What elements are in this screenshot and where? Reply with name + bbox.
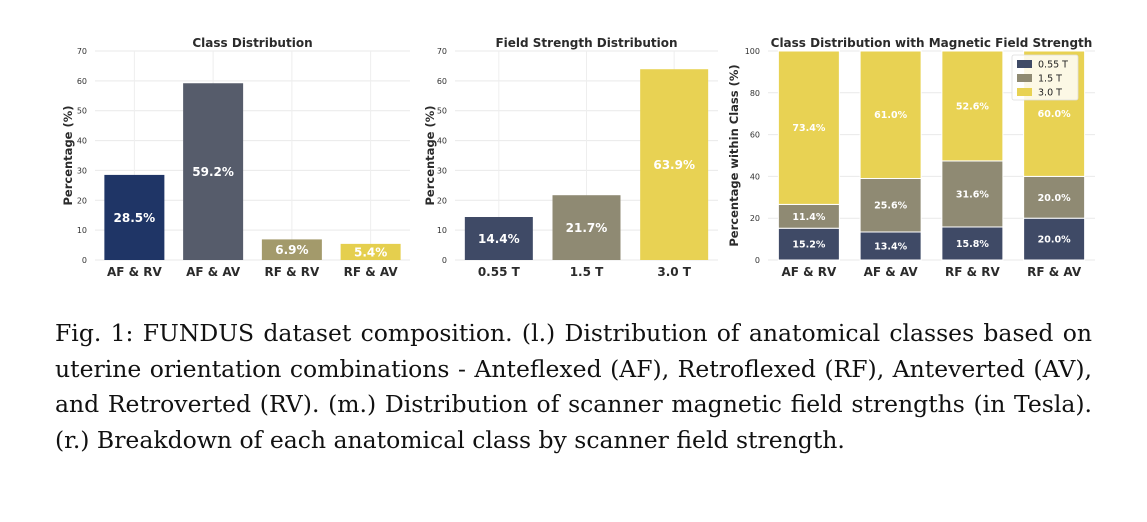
y-tick-label: 10 (437, 226, 447, 235)
y-tick-label: 70 (77, 47, 87, 56)
stacked-bar-segment (859, 231, 922, 261)
legend-swatch (1017, 74, 1032, 82)
bar-value-label: 13.4% (874, 241, 907, 252)
panel-title: Class Distribution with Magnetic Field S… (771, 36, 1093, 50)
y-tick-label: 40 (437, 137, 447, 146)
y-tick-label: 100 (745, 47, 760, 56)
legend-swatch (1017, 88, 1032, 96)
y-tick-label: 0 (442, 256, 447, 265)
y-tick-label: 0 (755, 256, 760, 265)
y-tick-label: 30 (437, 166, 447, 175)
y-tick-label: 50 (437, 107, 447, 116)
stacked-bar-segment (1023, 217, 1086, 261)
y-tick-label: 0 (82, 256, 87, 265)
bar (261, 239, 322, 260)
bar-value-label: 59.2% (192, 165, 234, 179)
bar-value-label: 14.4% (478, 232, 520, 246)
bar (464, 217, 533, 260)
bar (104, 174, 165, 260)
stacked-bar-segment (1023, 175, 1086, 219)
bar (183, 83, 244, 260)
stacked-bar-segment (777, 227, 840, 261)
figure-panels: Class Distribution 0 10 20 30 40 50 60 70 Percent… (61, 36, 1095, 279)
stacked-bar-segment (941, 226, 1004, 261)
y-tick-label: 20 (77, 196, 87, 205)
bar-value-label: 28.5% (114, 211, 156, 225)
legend-label: 1.5 T (1038, 74, 1062, 85)
panel-title: Class Distribution (192, 36, 312, 50)
x-category-label: AF & AV (864, 265, 919, 279)
legend-label: 0.55 T (1038, 60, 1068, 71)
bar-value-label: 61.0% (874, 110, 907, 121)
bar-value-label: 6.9% (275, 243, 308, 257)
bar-value-label: 5.4% (354, 245, 387, 259)
y-tick-label: 60 (750, 131, 760, 140)
bar-value-label: 20.0% (1038, 235, 1071, 246)
bar-value-label: 21.7% (566, 221, 608, 235)
bar-value-label: 11.4% (792, 212, 825, 223)
bar-value-label: 73.4% (792, 123, 825, 134)
bar-value-label: 52.6% (956, 101, 989, 112)
x-category-label: AF & AV (186, 265, 241, 279)
legend-label: 3.0 T (1038, 88, 1062, 99)
y-tick-label: 10 (77, 226, 87, 235)
bar-value-label: 25.6% (874, 201, 907, 212)
x-category-label: 3.0 T (657, 265, 691, 279)
figure-caption: Fig. 1: FUNDUS dataset composition. (l.)… (55, 319, 1092, 454)
x-category-label: 0.55 T (478, 265, 521, 279)
y-tick-label: 40 (750, 172, 760, 181)
stacked-bar-segment (777, 50, 840, 205)
bar (552, 195, 621, 260)
y-tick-label: 60 (437, 77, 447, 86)
panel-title: Field Strength Distribution (495, 36, 677, 50)
x-category-label: RF & RV (945, 265, 1000, 279)
y-axis-label: Percentage within Class (%) (727, 64, 741, 246)
bar-value-label: 63.9% (653, 158, 695, 172)
y-tick-label: 30 (77, 166, 87, 175)
x-category-label: 1.5 T (570, 265, 604, 279)
y-tick-label: 70 (437, 47, 447, 56)
bar (340, 243, 401, 260)
y-tick-label: 20 (437, 196, 447, 205)
y-axis-label: Percentage (%) (61, 105, 75, 205)
legend-swatch (1017, 60, 1032, 68)
x-category-label: RF & RV (264, 265, 319, 279)
bar-value-label: 20.0% (1038, 193, 1071, 204)
x-category-label: AF & RV (781, 265, 837, 279)
x-category-label: RF & AV (1027, 265, 1082, 279)
y-tick-label: 50 (77, 107, 87, 116)
y-tick-label: 80 (750, 89, 760, 98)
bar-value-label: 15.2% (792, 240, 825, 251)
bar-value-label: 15.8% (956, 239, 989, 250)
stacked-bar-segment (859, 50, 922, 179)
y-axis-label: Percentage (%) (423, 105, 437, 205)
x-category-label: AF & RV (107, 265, 163, 279)
bar (640, 69, 709, 260)
stacked-bar-segment (941, 50, 1004, 162)
x-category-label: RF & AV (344, 265, 399, 279)
bar-value-label: 31.6% (956, 189, 989, 200)
bar-value-label: 60.0% (1038, 109, 1071, 120)
y-tick-label: 20 (750, 214, 760, 223)
y-tick-label: 40 (77, 137, 87, 146)
y-tick-label: 60 (77, 77, 87, 86)
